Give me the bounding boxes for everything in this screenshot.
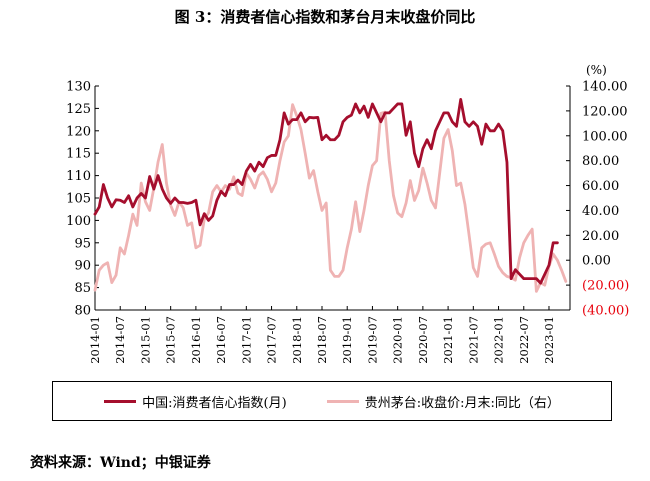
right-axis-tick-label: 40.00 (582, 204, 619, 219)
legend-label-moutai: 贵州茅台:收盘价:月末:同比（右） (364, 395, 560, 411)
x-axis-tick-label: 2020-07 (416, 316, 430, 364)
left-axis-tick-label: 120 (66, 124, 91, 139)
x-axis-tick-label: 2023-01 (542, 316, 556, 364)
right-axis-tick-label: 60.00 (582, 179, 619, 194)
x-axis-tick-label: 2020-01 (391, 316, 405, 364)
x-axis-tick-label: 2017-01 (239, 316, 253, 364)
x-axis-tick-label: 2015-07 (164, 316, 178, 364)
left-axis-tick-label: 125 (66, 102, 91, 117)
left-axis-tick-label: 110 (66, 169, 91, 184)
series-line-moutai-yoy (93, 103, 568, 293)
legend: 中国:消费者信心指数(月) 贵州茅台:收盘价:月末:同比（右） (52, 381, 612, 421)
x-axis-tick-label: 2019-07 (365, 316, 379, 364)
x-axis-tick-label: 2018-07 (315, 316, 329, 364)
left-axis-tick-label: 80 (74, 304, 91, 319)
right-axis-tick-label: 80.00 (582, 154, 619, 169)
x-axis-tick-label: 2016-01 (189, 316, 203, 364)
legend-swatch-china (104, 399, 137, 403)
chart-title: 图 3：消费者信心指数和茅台月末收盘价同比 (174, 8, 476, 26)
source-note: 资料来源：Wind；中银证券 (30, 455, 211, 471)
left-axis-tick-label: 85 (74, 281, 91, 296)
x-axis-tick-label: 2014-01 (88, 316, 102, 364)
x-axis-tick-label: 2019-01 (340, 316, 354, 364)
legend-swatch-moutai (326, 399, 359, 403)
x-axis-tick-label: 2022-01 (492, 316, 506, 364)
left-axis-tick-label: 130 (66, 80, 91, 95)
right-axis-tick-label: 20.00 (582, 229, 619, 244)
right-axis-tick-label: 0.00 (582, 254, 611, 269)
right-axis-tick-label: 120.00 (582, 104, 628, 119)
legend-item-moutai: 贵州茅台:收盘价:月末:同比（右） (326, 392, 560, 411)
x-axis-tick-label: 2021-07 (466, 316, 480, 364)
x-axis-tick-label: 2022-07 (517, 316, 531, 364)
chart-plot: (%) 80 85 90 95 100 105 110 115 120 125 130 (40.00)… (66, 63, 629, 364)
right-axis-unit: (%) (586, 63, 607, 77)
series-line-china-consumer-confidence (93, 98, 559, 285)
left-axis-tick-label: 115 (66, 147, 91, 162)
x-axis-tick-label: 2014-07 (113, 316, 127, 364)
left-axis-tick-label: 105 (66, 192, 91, 207)
right-axis-tick-label: 140.00 (582, 80, 628, 95)
right-axis-tick-label: 100.00 (582, 129, 628, 144)
left-axis-tick-label: 95 (74, 236, 91, 251)
x-axis-tick-label: 2021-01 (441, 316, 455, 364)
x-axis-tick-label: 2015-01 (138, 316, 152, 364)
left-axis-tick-label: 90 (74, 259, 91, 274)
x-axis-tick-label: 2018-01 (290, 316, 304, 364)
left-axis-tick-label: 100 (66, 214, 91, 229)
x-axis-tick-label: 2016-07 (214, 316, 228, 364)
x-axis-tick-label: 2017-07 (265, 316, 279, 364)
legend-label-china: 中国:消费者信心指数(月) (142, 395, 287, 411)
legend-item-china: 中国:消费者信心指数(月) (104, 392, 287, 411)
right-axis-tick-label: (20.00) (582, 279, 629, 294)
right-axis-tick-label: (40.00) (582, 304, 629, 319)
